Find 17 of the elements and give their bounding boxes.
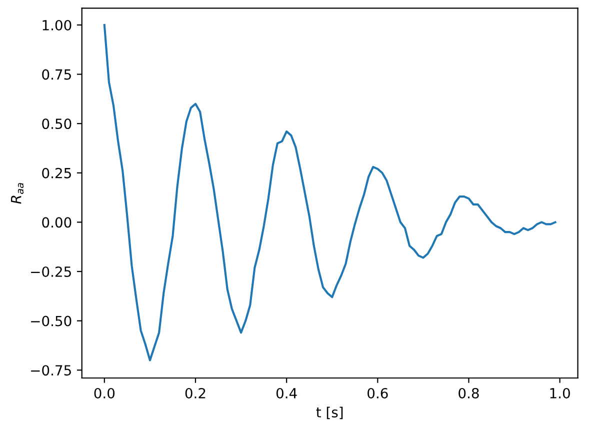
- x-tick-label: 0.8: [458, 388, 479, 398]
- y-tick-label: 0.75: [42, 69, 71, 80]
- y-tick-label: −0.50: [31, 316, 72, 326]
- y-tick-label: −0.75: [31, 365, 71, 376]
- y-tick-label: 0.00: [42, 217, 72, 228]
- y-tick-label: 0.25: [42, 168, 71, 178]
- x-tick-label: 0.2: [185, 388, 206, 398]
- x-tick-label: 1.0: [550, 388, 570, 398]
- y-tick-label: −0.25: [31, 266, 71, 277]
- y-tick-label: 0.50: [42, 118, 72, 130]
- x-tick-label: 0.6: [368, 388, 388, 398]
- x-tick-label: 0.0: [94, 388, 115, 398]
- y-tick-label: 1.00: [42, 20, 72, 30]
- x-tick-label: 0.4: [276, 388, 297, 398]
- x-axis-title: t [s]: [316, 406, 343, 420]
- y-axis-title: R$_{aa}$: [11, 183, 24, 204]
- line-series: [103, 24, 556, 362]
